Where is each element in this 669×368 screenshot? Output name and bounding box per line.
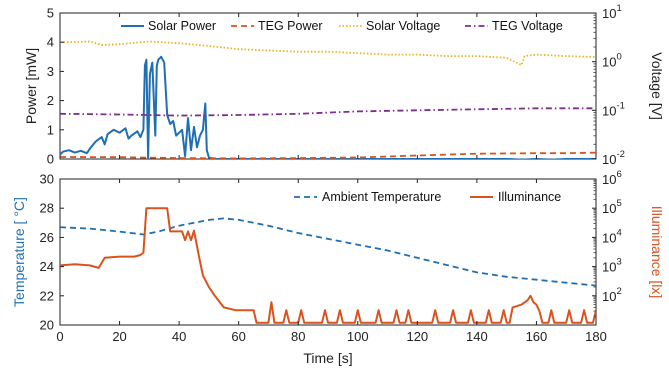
bottom-legend: Ambient Temperature Illuminance bbox=[294, 190, 561, 204]
top-right-axis-label: Voltage [V] bbox=[649, 52, 665, 120]
bottom-left-tick-label: 26 bbox=[40, 230, 54, 245]
top-left-tick-label: 4 bbox=[47, 35, 54, 50]
x-tick-label: 20 bbox=[112, 329, 126, 344]
temperature-illuminance-panel: 0 20 40 60 80 100 120 140 160 1802022242628301021… bbox=[11, 169, 665, 366]
bottom-right-axis-label: Illuminance [lx] bbox=[649, 206, 665, 299]
top-right-tick-label: 10-2 bbox=[602, 149, 625, 167]
bottom-left-tick-label: 28 bbox=[40, 201, 54, 216]
top-right-tick-label: 10-1 bbox=[602, 100, 625, 118]
bottom-right-tick-label: 104 bbox=[602, 227, 622, 245]
legend-solar-voltage-label: Solar Voltage bbox=[366, 19, 440, 33]
bottom-right-tick-label: 102 bbox=[602, 286, 622, 304]
bottom-plot-frame bbox=[59, 178, 597, 326]
x-tick-label: 160 bbox=[526, 329, 548, 344]
top-right-tick-label: 100 bbox=[602, 52, 622, 70]
legend-ambient-temperature-label: Ambient Temperature bbox=[322, 190, 441, 204]
top-left-tick-label: 2 bbox=[47, 93, 54, 108]
bottom-left-axis-label: Temperature [ °C] bbox=[11, 197, 27, 307]
bottom-series-group bbox=[60, 207, 596, 324]
series-ambient-temperature-line bbox=[60, 217, 596, 287]
top-series-group bbox=[60, 40, 596, 159]
bottom-left-tick-label: 24 bbox=[40, 259, 54, 274]
bottom-left-tick-label: 20 bbox=[40, 318, 54, 333]
legend-teg-voltage-label: TEG Voltage bbox=[492, 19, 563, 33]
x-tick-label: 120 bbox=[406, 329, 428, 344]
bottom-left-tick-label: 30 bbox=[40, 172, 54, 187]
series-illuminance-line bbox=[60, 207, 596, 324]
power-voltage-panel: 0 1 2 3 4 5 10-2 10-1 100 101 Power [mW] Voltage … bbox=[23, 3, 665, 167]
bottom-right-tick-label: 103 bbox=[602, 257, 622, 275]
bottom-tick-group: 0 20 40 60 80 100 120 140 160 1802022242628301021… bbox=[40, 169, 622, 344]
top-left-tick-label: 3 bbox=[47, 64, 54, 79]
x-tick-label: 140 bbox=[466, 329, 488, 344]
top-left-axis-label: Power [mW] bbox=[23, 48, 39, 124]
x-tick-label: 100 bbox=[347, 329, 369, 344]
x-tick-label: 180 bbox=[585, 329, 607, 344]
bottom-left-tick-label: 22 bbox=[40, 288, 54, 303]
bottom-right-tick-label: 106 bbox=[602, 169, 622, 187]
top-left-tick-label: 0 bbox=[47, 152, 54, 167]
top-left-tick-label: 1 bbox=[47, 122, 54, 137]
x-tick-label: 0 bbox=[56, 329, 63, 344]
series-teg-power-line bbox=[60, 151, 596, 159]
legend-illuminance-label: Illuminance bbox=[498, 190, 561, 204]
x-tick-label: 60 bbox=[231, 329, 245, 344]
series-solar-power-line bbox=[60, 55, 596, 159]
x-tick-label: 80 bbox=[291, 329, 305, 344]
top-legend: Solar Power TEG Power Solar Voltage TEG … bbox=[121, 19, 563, 33]
series-teg-voltage-line bbox=[60, 107, 596, 117]
x-tick-label: 40 bbox=[172, 329, 186, 344]
top-right-tick-label: 101 bbox=[602, 3, 622, 21]
bottom-right-tick-label: 105 bbox=[602, 198, 622, 216]
series-solar-voltage-line bbox=[60, 40, 596, 66]
x-axis-label: Time [s] bbox=[303, 350, 352, 366]
legend-teg-power-label: TEG Power bbox=[258, 19, 323, 33]
top-left-tick-label: 5 bbox=[47, 6, 54, 21]
legend-solar-power-label: Solar Power bbox=[148, 19, 216, 33]
